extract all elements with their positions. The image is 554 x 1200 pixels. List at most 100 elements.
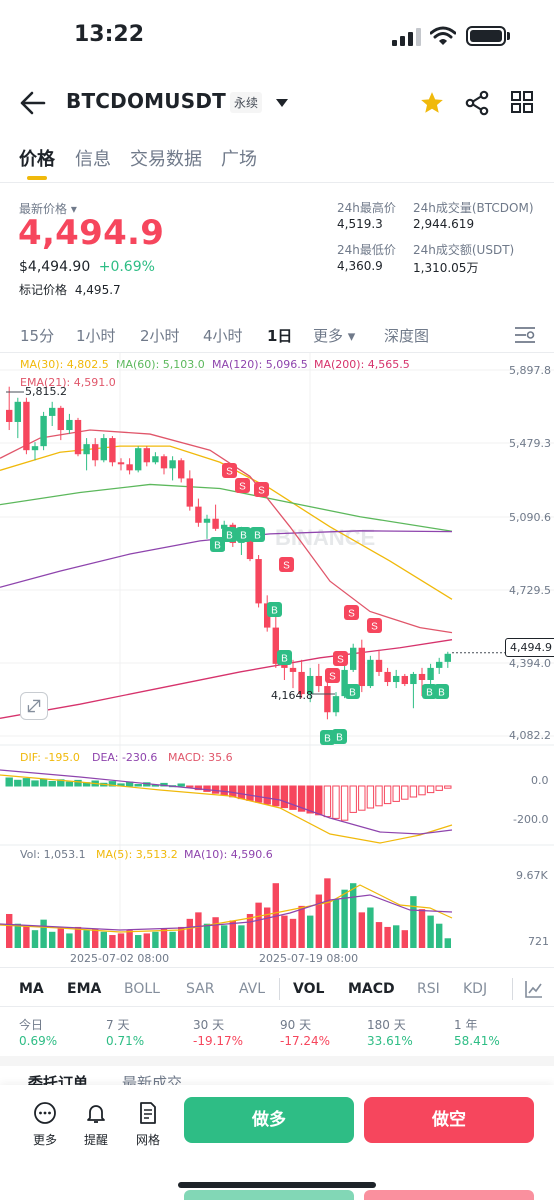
home-indicator bbox=[178, 1182, 376, 1188]
candle bbox=[57, 407, 64, 431]
dif-legend: DIF: -195.0 bbox=[20, 751, 80, 764]
cell-signal-icon bbox=[392, 28, 422, 46]
volume-bar bbox=[92, 928, 99, 948]
indicator-ma[interactable]: MA bbox=[19, 981, 44, 997]
depth-chart-tab[interactable]: 深度图 bbox=[384, 327, 430, 345]
volume-bar bbox=[324, 878, 331, 948]
volume-bar bbox=[289, 918, 297, 948]
macd-bar bbox=[444, 785, 452, 789]
macd-bar bbox=[65, 781, 74, 787]
indicator-boll[interactable]: BOLL bbox=[124, 981, 160, 997]
last-price: 4,494.9 bbox=[18, 213, 165, 253]
battery-icon bbox=[466, 26, 506, 46]
svg-text:S: S bbox=[283, 561, 290, 572]
macd-axis-0: 0.0 bbox=[531, 774, 549, 787]
macd-legend: MACD: 35.6 bbox=[168, 751, 233, 764]
alert-button[interactable]: 提醒 bbox=[76, 1101, 116, 1148]
macd-bar bbox=[315, 785, 323, 816]
svg-text:B: B bbox=[426, 688, 433, 699]
macd-bar bbox=[332, 785, 340, 819]
volume-bar bbox=[367, 907, 374, 948]
favorite-star-icon[interactable] bbox=[419, 90, 445, 116]
candle bbox=[92, 444, 99, 461]
chart-settings-icon[interactable] bbox=[514, 326, 536, 344]
candle bbox=[186, 478, 193, 507]
more-button[interactable]: 更多 bbox=[25, 1101, 65, 1148]
perf-today-label: 今日 bbox=[19, 1018, 44, 1032]
indicator-rsi[interactable]: RSI bbox=[417, 981, 440, 997]
macd-bar bbox=[375, 785, 383, 807]
svg-text:B: B bbox=[214, 541, 221, 552]
interval-more[interactable]: 更多 ▾ bbox=[313, 327, 356, 345]
dea-legend: DEA: -230.6 bbox=[92, 751, 158, 764]
sell-marker: S bbox=[367, 618, 382, 633]
sell-marker: S bbox=[279, 557, 294, 572]
layout-grid-icon[interactable] bbox=[511, 91, 533, 113]
indicator-macd[interactable]: MACD bbox=[348, 981, 395, 997]
vol-ma5-legend: MA(5): 3,513.2 bbox=[96, 848, 178, 861]
interval-15m[interactable]: 15分 bbox=[20, 327, 55, 345]
volume-bar bbox=[393, 925, 400, 948]
macd-axis-1: -200.0 bbox=[513, 813, 549, 826]
macd-bar bbox=[289, 785, 297, 810]
date-label-2: 2025-07-19 08:00 bbox=[259, 952, 359, 965]
svg-text:B: B bbox=[336, 733, 343, 744]
grid-trading-button[interactable]: 网格 bbox=[128, 1101, 168, 1148]
share-icon[interactable] bbox=[464, 90, 490, 116]
volume-bar bbox=[49, 931, 56, 948]
svg-text:S: S bbox=[226, 467, 233, 478]
ma60-legend: MA(60): 5,103.0 bbox=[116, 358, 205, 371]
macd-bar bbox=[358, 785, 366, 811]
symbol-title[interactable]: BTCDOMUSDT bbox=[66, 89, 226, 113]
indicator-ema[interactable]: EMA bbox=[67, 981, 102, 997]
volume-bar bbox=[117, 933, 125, 948]
back-arrow-icon[interactable] bbox=[18, 90, 46, 116]
volume-bar bbox=[427, 915, 434, 948]
candle bbox=[49, 407, 56, 416]
macd-bar bbox=[392, 785, 400, 802]
svg-text:S: S bbox=[239, 482, 246, 493]
macd-bar bbox=[177, 783, 185, 787]
interval-1h[interactable]: 1小时 bbox=[76, 327, 116, 345]
buy-marker: B bbox=[434, 684, 449, 699]
svg-text:B: B bbox=[438, 688, 445, 699]
symbol-dropdown-icon[interactable] bbox=[276, 99, 288, 107]
svg-text:B: B bbox=[271, 606, 278, 617]
interval-2h[interactable]: 2小时 bbox=[140, 327, 180, 345]
turnover-24h-label: 24h成交额(USDT) bbox=[413, 243, 515, 257]
buy-marker: B bbox=[345, 684, 360, 699]
candle bbox=[436, 661, 443, 668]
candle bbox=[117, 462, 125, 465]
indicator-avl[interactable]: AVL bbox=[239, 981, 266, 997]
tab-square[interactable]: 广场 bbox=[221, 149, 257, 170]
ma200-legend: MA(200): 4,565.5 bbox=[314, 358, 410, 371]
vol-ma10-legend: MA(10): 4,590.6 bbox=[184, 848, 273, 861]
perpetual-badge: 永续 bbox=[230, 92, 263, 113]
low-marker-label: 4,164.8 bbox=[271, 689, 313, 702]
candle bbox=[289, 667, 297, 672]
low-24h: 4,360.9 bbox=[337, 259, 383, 273]
volume-bar bbox=[152, 931, 159, 948]
volume-bar bbox=[410, 896, 417, 948]
indicator-kdj[interactable]: KDJ bbox=[463, 981, 488, 997]
candle bbox=[332, 696, 340, 713]
low-24h-label: 24h最低价 bbox=[337, 243, 396, 257]
tab-info[interactable]: 信息 bbox=[75, 149, 111, 170]
indicator-vol[interactable]: VOL bbox=[293, 981, 325, 997]
tab-price[interactable]: 价格 bbox=[19, 149, 55, 170]
ma30-legend: MA(30): 4,802.5 bbox=[20, 358, 109, 371]
svg-text:S: S bbox=[337, 655, 344, 666]
volume-bar bbox=[109, 935, 116, 948]
indicator-sar[interactable]: SAR bbox=[186, 981, 215, 997]
interval-4h[interactable]: 4小时 bbox=[203, 327, 243, 345]
expand-chart-icon[interactable] bbox=[20, 692, 48, 720]
indicator-settings-icon[interactable] bbox=[524, 979, 544, 999]
long-button[interactable]: 做多 bbox=[184, 1097, 354, 1143]
volume-bar bbox=[83, 930, 90, 948]
candle bbox=[401, 675, 408, 685]
ema21-legend: EMA(21): 4,591.0 bbox=[20, 376, 116, 389]
interval-1d[interactable]: 1日 bbox=[267, 327, 293, 345]
tab-trading-data[interactable]: 交易数据 bbox=[130, 149, 202, 170]
short-button[interactable]: 做空 bbox=[364, 1097, 534, 1143]
